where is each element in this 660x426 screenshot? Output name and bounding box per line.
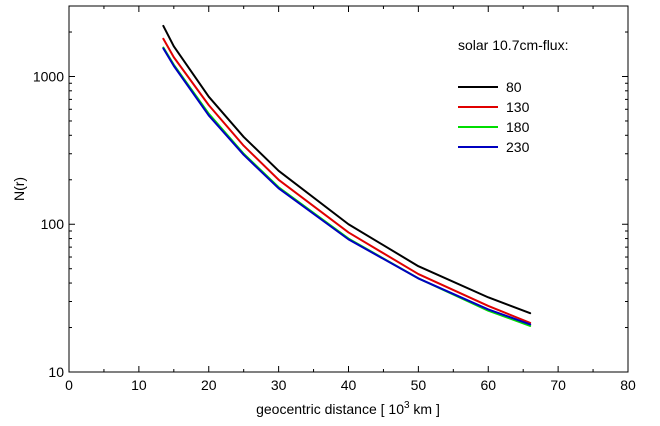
x-tick-label: 40 xyxy=(341,377,357,393)
x-tick-label: 80 xyxy=(620,377,636,393)
legend-title: solar 10.7cm-flux: xyxy=(458,37,568,53)
y-axis-title: N(r) xyxy=(11,177,27,201)
y-tick-label: 10 xyxy=(48,364,64,380)
x-axis-title-exponent: 3 xyxy=(404,400,410,411)
plot-frame xyxy=(68,5,629,373)
x-axis-title-unit: km ] xyxy=(410,401,440,417)
x-axis-title-main: geocentric distance [ 10 xyxy=(256,401,404,417)
x-tick-label: 0 xyxy=(65,377,73,393)
series-line-130 xyxy=(162,37,532,324)
legend-label-230: 230 xyxy=(506,139,530,155)
x-axis-ticks: 0 10 20 30 40 50 60 70 80 xyxy=(65,6,636,393)
legend-label-130: 130 xyxy=(506,99,530,115)
x-tick-label: 30 xyxy=(271,377,287,393)
series-line-230 xyxy=(162,47,532,326)
y-tick-label: 1000 xyxy=(33,68,64,84)
series-lines xyxy=(162,24,532,327)
x-tick-label: 20 xyxy=(201,377,217,393)
series-line-80 xyxy=(162,24,532,315)
y-tick-label: 100 xyxy=(41,216,65,232)
x-tick-label: 60 xyxy=(480,377,496,393)
x-tick-label: 10 xyxy=(131,377,147,393)
x-axis-title: geocentric distance [ 103 km ] xyxy=(256,400,440,417)
legend-label-80: 80 xyxy=(506,79,522,95)
x-tick-label: 70 xyxy=(550,377,566,393)
series-line-180 xyxy=(162,46,532,327)
y-axis-ticks: 10 100 1000 xyxy=(33,31,628,380)
legend-label-180: 180 xyxy=(506,119,530,135)
legend: solar 10.7cm-flux: 80 130 180 230 xyxy=(458,37,568,155)
x-tick-label: 50 xyxy=(411,377,427,393)
